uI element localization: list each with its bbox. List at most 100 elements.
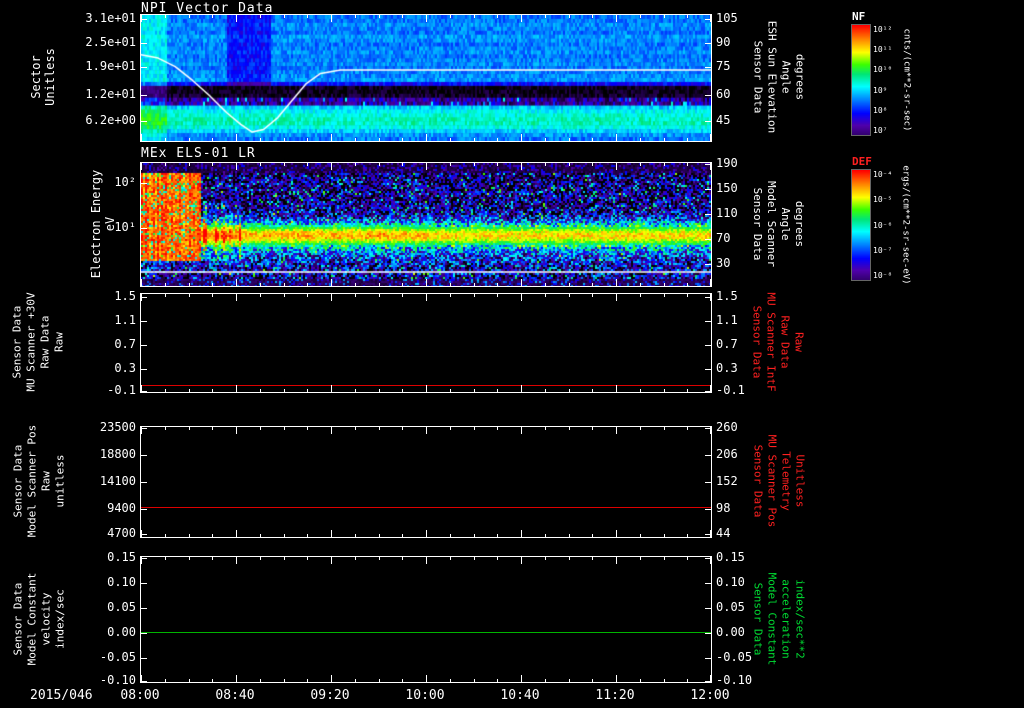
time-tick <box>165 15 166 18</box>
time-tick <box>307 534 308 537</box>
time-tick <box>569 389 570 392</box>
time-tick <box>331 427 332 434</box>
time-tick <box>212 138 213 141</box>
time-tick <box>640 138 641 141</box>
right-tick-label: 190 <box>716 155 738 170</box>
time-tick <box>640 283 641 286</box>
spectrogram-canvas <box>141 163 711 286</box>
y-tick-label: 1.5 <box>114 289 136 304</box>
time-tick <box>687 534 688 537</box>
right-axis-label-text: degrees Angle Model Scanner Sensor Data <box>751 180 806 267</box>
time-tick <box>474 389 475 392</box>
time-tick <box>426 530 427 537</box>
time-tick <box>426 294 427 301</box>
time-tick <box>379 389 380 392</box>
time-tick <box>189 283 190 286</box>
time-tick <box>521 134 522 141</box>
y-tick-label: 0.10 <box>107 575 136 589</box>
time-tick <box>426 385 427 392</box>
y-tick-label: -0.1 <box>107 383 136 398</box>
time-tick <box>402 138 403 141</box>
time-tick <box>521 530 522 537</box>
time-tick <box>545 389 546 392</box>
colorbar-tick-label: 10⁻⁷ <box>873 245 893 255</box>
y-axis-tick <box>705 67 711 68</box>
right-tick-label: 98 <box>716 500 731 515</box>
time-tick <box>687 294 688 297</box>
y-axis-tick <box>141 345 147 346</box>
left-axis-label-text: Sensor Data Model Scanner Pos Raw unitless <box>11 424 66 538</box>
time-tick <box>664 534 665 537</box>
time-tick <box>640 427 641 430</box>
right-tick-label: -0.10 <box>716 673 753 687</box>
time-tick <box>474 163 475 166</box>
time-tick <box>664 427 665 430</box>
y-tick-label: 0.00 <box>107 625 136 639</box>
y-axis-tick <box>705 239 711 240</box>
y-axis-tick <box>141 297 147 298</box>
time-tick <box>355 427 356 430</box>
right-tick-label: 0.3 <box>716 360 738 375</box>
left-axis-label: Sensor Data Model Constant velocity index/s… <box>6 556 72 681</box>
time-tick <box>260 557 261 560</box>
time-tick <box>664 15 665 18</box>
x-tick-label: 10:40 <box>500 688 540 703</box>
colorbar-units: cnts/(cm**2-sr-sec) <box>893 15 919 145</box>
y-axis-tick <box>141 43 147 44</box>
time-tick <box>521 385 522 392</box>
time-tick <box>284 534 285 537</box>
y-axis-tick <box>141 67 147 68</box>
time-tick <box>355 283 356 286</box>
time-tick <box>284 294 285 297</box>
time-tick <box>165 389 166 392</box>
time-tick <box>331 163 332 170</box>
y-axis-tick <box>141 583 147 584</box>
y-axis-tick <box>141 658 147 659</box>
y-axis-tick <box>705 509 711 510</box>
x-tick-label: 10:00 <box>405 688 445 703</box>
time-tick <box>379 557 380 560</box>
x-tick-label: 08:40 <box>215 688 255 703</box>
time-tick <box>426 675 427 682</box>
time-tick <box>664 557 665 560</box>
right-axis-label-text: degrees Angle ESH Sun Elevation Sensor Data <box>751 20 806 134</box>
y-axis-tick <box>141 482 147 483</box>
time-tick <box>640 557 641 560</box>
x-tick-label: 08:00 <box>120 688 160 703</box>
time-tick <box>640 389 641 392</box>
time-tick <box>165 283 166 286</box>
time-tick <box>260 534 261 537</box>
y-axis-tick <box>705 121 711 122</box>
right-axis-label-text: Unitless Telemetry MU Scanner Pos Sensor Da… <box>751 434 806 528</box>
line-series <box>141 507 711 508</box>
time-tick <box>592 163 593 166</box>
time-tick <box>284 163 285 166</box>
right-tick-label: 70 <box>716 231 731 245</box>
time-tick <box>592 283 593 286</box>
time-tick <box>212 534 213 537</box>
y-tick-label: 4700 <box>107 526 136 541</box>
y-tick-label: 1.9e+01 <box>85 59 136 74</box>
colorbar-tick-label: 10⁻⁴ <box>873 170 893 179</box>
time-tick <box>379 283 380 286</box>
left-axis-label-text: Electron Energy eV <box>89 169 117 278</box>
npi-spectrogram-panel <box>140 14 712 142</box>
time-tick <box>284 679 285 682</box>
y-axis-tick <box>705 43 711 44</box>
time-tick <box>640 679 641 682</box>
y-tick-label: -0.05 <box>99 650 136 664</box>
time-tick <box>189 294 190 297</box>
time-tick <box>307 283 308 286</box>
time-tick <box>189 15 190 18</box>
time-tick <box>474 679 475 682</box>
right-tick-label: -0.05 <box>716 650 753 664</box>
time-tick <box>450 283 451 286</box>
time-tick <box>569 427 570 430</box>
y-axis-tick <box>141 321 147 322</box>
time-tick <box>165 534 166 537</box>
time-tick <box>521 15 522 22</box>
time-tick <box>497 534 498 537</box>
time-tick <box>379 534 380 537</box>
time-tick <box>141 427 142 434</box>
right-tick-label: 44 <box>716 526 731 541</box>
